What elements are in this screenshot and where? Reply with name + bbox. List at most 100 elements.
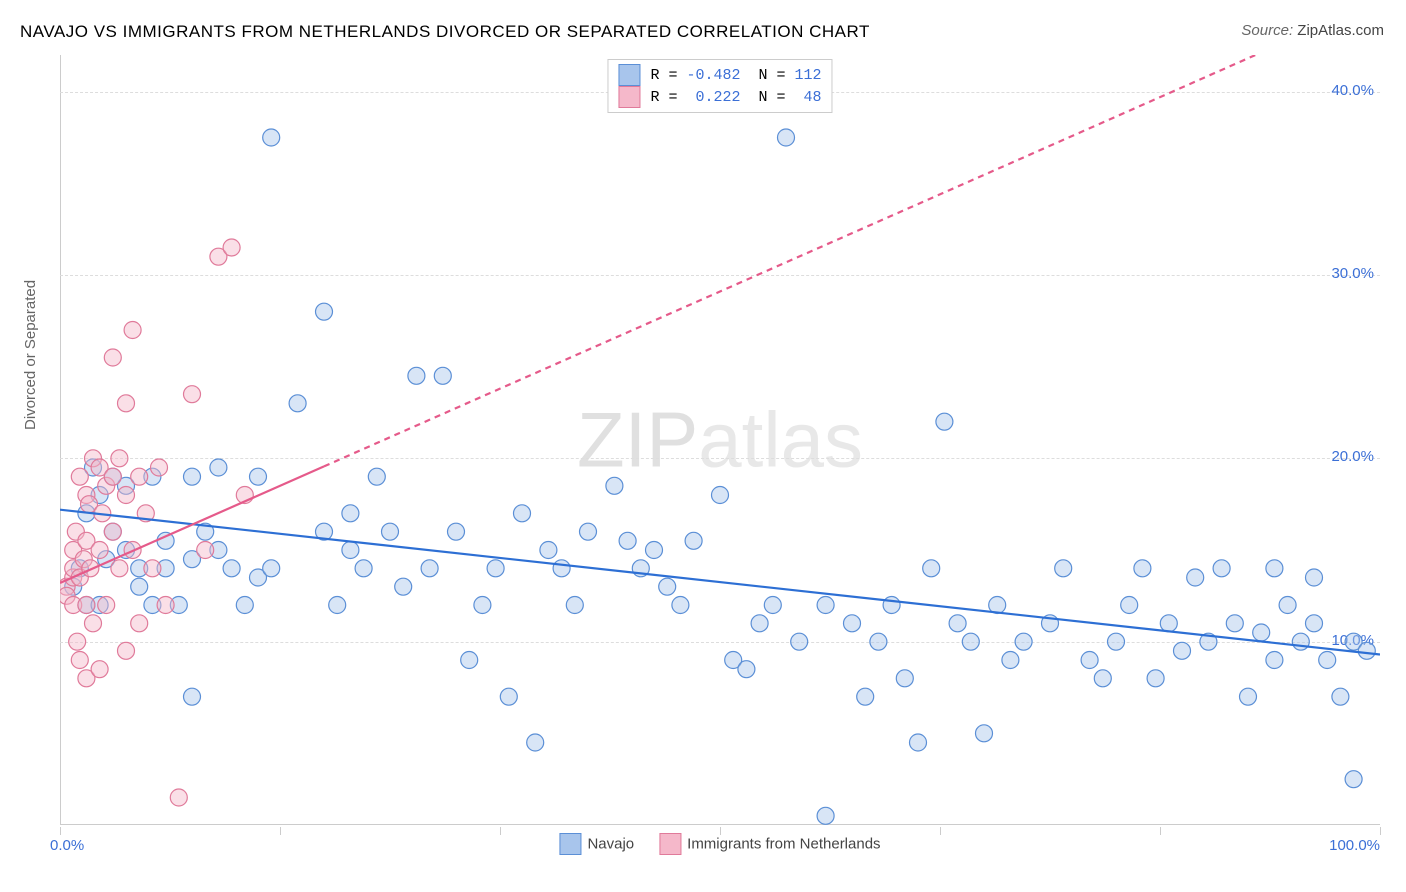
legend-item: Immigrants from Netherlands: [659, 833, 880, 855]
data-point: [923, 560, 940, 577]
data-point: [619, 532, 636, 549]
data-point: [131, 615, 148, 632]
data-point: [85, 615, 102, 632]
data-point: [111, 450, 128, 467]
correlation-chart: NAVAJO VS IMMIGRANTS FROM NETHERLANDS DI…: [0, 0, 1406, 892]
legend-label: Immigrants from Netherlands: [687, 836, 880, 853]
data-point: [434, 367, 451, 384]
data-point: [540, 542, 557, 559]
data-point: [580, 523, 597, 540]
data-point: [646, 542, 663, 559]
data-point: [78, 597, 95, 614]
data-point: [104, 349, 121, 366]
data-point: [263, 129, 280, 146]
data-point: [1081, 652, 1098, 669]
data-point: [1358, 642, 1375, 659]
data-point: [157, 597, 174, 614]
x-tick-label: 100.0%: [1329, 837, 1380, 854]
data-point: [1306, 569, 1323, 586]
data-point: [71, 652, 88, 669]
source-value: ZipAtlas.com: [1297, 22, 1384, 39]
data-point: [421, 560, 438, 577]
data-point: [857, 688, 874, 705]
data-point: [223, 239, 240, 256]
data-point: [131, 468, 148, 485]
chart-title: NAVAJO VS IMMIGRANTS FROM NETHERLANDS DI…: [20, 22, 870, 42]
data-point: [448, 523, 465, 540]
data-point: [184, 468, 201, 485]
data-point: [1187, 569, 1204, 586]
data-point: [1226, 615, 1243, 632]
data-point: [606, 477, 623, 494]
data-point: [170, 789, 187, 806]
stats-row: R = 0.222 N = 48: [618, 86, 821, 108]
data-point: [184, 688, 201, 705]
x-tick-label: 0.0%: [50, 837, 84, 854]
data-point: [1055, 560, 1072, 577]
data-point: [1108, 633, 1125, 650]
source-label: Source:: [1241, 22, 1293, 39]
data-point: [883, 597, 900, 614]
data-point: [1266, 560, 1283, 577]
data-point: [910, 734, 927, 751]
data-point: [1134, 560, 1151, 577]
data-point: [487, 560, 504, 577]
data-point: [817, 807, 834, 824]
trend-line-extrapolated: [324, 55, 1380, 466]
stats-legend-box: R = -0.482 N = 112 R = 0.222 N = 48: [607, 59, 832, 113]
stats-swatch: [618, 64, 640, 86]
data-point: [659, 578, 676, 595]
stats-row: R = -0.482 N = 112: [618, 64, 821, 86]
data-point: [817, 597, 834, 614]
data-point: [118, 642, 135, 659]
data-point: [118, 487, 135, 504]
data-point: [342, 505, 359, 522]
data-point: [976, 725, 993, 742]
data-point: [124, 322, 141, 339]
data-point: [1306, 615, 1323, 632]
stats-text: R = 0.222 N = 48: [650, 89, 821, 106]
data-point: [197, 542, 214, 559]
data-point: [1345, 771, 1362, 788]
data-point: [69, 633, 86, 650]
data-point: [500, 688, 517, 705]
data-point: [685, 532, 702, 549]
data-point: [764, 597, 781, 614]
legend-swatch: [659, 833, 681, 855]
stats-text: R = -0.482 N = 112: [650, 67, 821, 84]
data-point: [949, 615, 966, 632]
data-point: [98, 597, 115, 614]
data-point: [250, 468, 267, 485]
data-point: [1147, 670, 1164, 687]
data-point: [1292, 633, 1309, 650]
data-point: [91, 661, 108, 678]
data-point: [778, 129, 795, 146]
data-point: [329, 597, 346, 614]
data-point: [263, 560, 280, 577]
stats-swatch: [618, 86, 640, 108]
data-point: [474, 597, 491, 614]
plot-area: ZIPatlas 10.0%20.0%30.0%40.0% 0.0%100.0%…: [60, 55, 1380, 825]
legend-item: Navajo: [559, 833, 634, 855]
data-point: [461, 652, 478, 669]
data-point: [1002, 652, 1019, 669]
data-point: [316, 303, 333, 320]
source-attribution: Source: ZipAtlas.com: [1241, 22, 1384, 39]
y-axis-label: Divorced or Separated: [22, 280, 39, 430]
data-point: [104, 523, 121, 540]
data-point: [1174, 642, 1191, 659]
data-point: [962, 633, 979, 650]
data-point: [738, 661, 755, 678]
data-point: [553, 560, 570, 577]
data-point: [1213, 560, 1230, 577]
data-point: [1332, 688, 1349, 705]
data-point: [104, 468, 121, 485]
data-point: [844, 615, 861, 632]
data-point: [111, 560, 128, 577]
data-point: [712, 487, 729, 504]
data-point: [870, 633, 887, 650]
data-point: [118, 395, 135, 412]
x-tick: [280, 827, 281, 835]
x-tick: [1160, 827, 1161, 835]
data-point: [223, 560, 240, 577]
